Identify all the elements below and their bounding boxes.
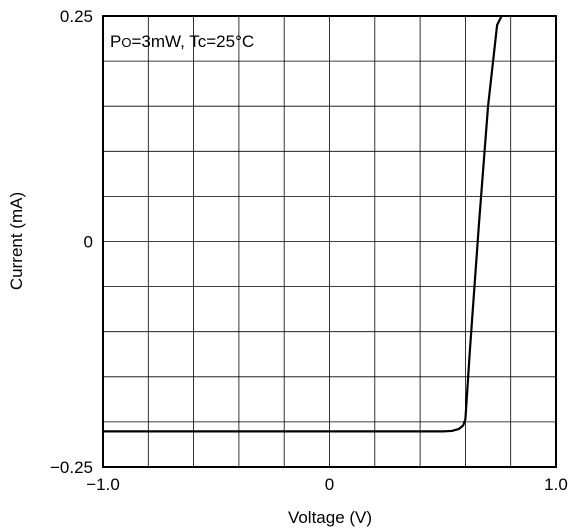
y-tick-label: −0.25	[50, 458, 93, 477]
annotation-prefix: P	[110, 32, 121, 51]
condition-annotation: PO=3mW, Tc=25°C	[110, 32, 254, 51]
grid	[103, 16, 556, 467]
y-tick-label: 0	[84, 233, 93, 252]
x-tick-label: −1.0	[86, 475, 120, 494]
iv-curve-line	[103, 15, 503, 433]
x-tick-label: 1.0	[544, 475, 568, 494]
plot-frame	[102, 15, 557, 468]
x-tick-label: 0	[325, 475, 334, 494]
y-tick-label: 0.25	[60, 7, 93, 26]
annotation-subscript: O	[121, 35, 131, 50]
y-axis-label: Current (mA)	[7, 192, 26, 290]
annotation-rest: =3mW, Tc=25°C	[131, 32, 254, 51]
x-axis-label: Voltage (V)	[288, 508, 372, 527]
tick-labels: −1.0 0 1.0 0.25 0 −0.25	[50, 7, 568, 494]
